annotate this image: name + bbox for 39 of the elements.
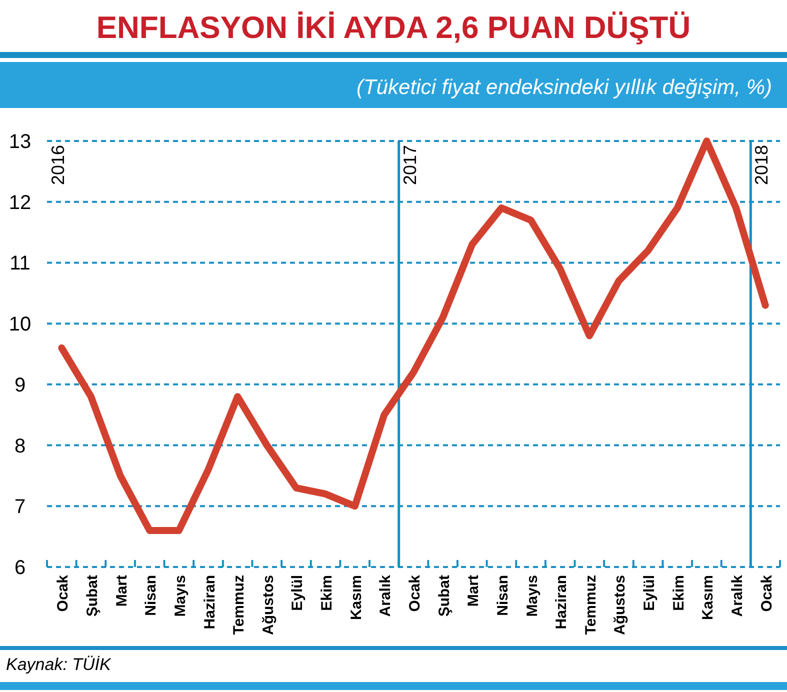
text: Kaynak: TÜİK	[6, 655, 112, 674]
x-tick-label: Temmuz	[230, 575, 248, 635]
x-tick-label: Şubat	[84, 575, 101, 617]
annotation: 2018	[752, 145, 772, 186]
x-tick-label: Ağustos	[260, 575, 277, 635]
x-tick-label: Eylül	[289, 575, 306, 611]
y-tick-label: 9	[14, 374, 26, 396]
x-tick-label: Mayıs	[524, 575, 541, 617]
y-tick-label: 13	[8, 131, 32, 153]
x-tick-label: Ocak	[406, 574, 424, 612]
x-tick-label: Eylül	[641, 575, 658, 611]
x-tick-label: Ocak	[758, 574, 776, 612]
x-tick-label: Nisan	[142, 575, 160, 616]
chart-subtitle: (Tüketici fiyat endeksindeki yıllık değişim, %)	[356, 76, 772, 99]
x-tick-label: Mayıs	[172, 575, 189, 617]
annotation: 2016	[48, 145, 68, 186]
x-tick-label: Haziran	[553, 575, 570, 630]
y-tick-label: 7	[14, 496, 26, 518]
x-tick-label: Ağustos	[612, 575, 629, 635]
annotation: 2017	[400, 145, 420, 186]
x-tick-label: Kasım	[700, 575, 717, 620]
y-tick-label: 6	[14, 557, 26, 579]
chart-title: ENFLASYON İKİ AYDA 2,6 PUAN DÜŞTÜ	[96, 10, 691, 45]
x-tick-label: Aralık	[377, 574, 394, 617]
x-tick-label: Nisan	[494, 575, 512, 616]
x-tick-label: Mart	[113, 574, 130, 607]
x-tick-label: Şubat	[436, 575, 453, 617]
x-tick-label: Ekim	[318, 575, 336, 611]
x-tick-label: Mart	[465, 574, 482, 607]
x-tick-label: Kasım	[348, 575, 365, 620]
y-tick-label: 10	[8, 314, 32, 336]
y-tick-label: 8	[14, 435, 26, 458]
x-tick-label: Haziran	[201, 575, 218, 630]
x-tick-label: Ocak	[54, 574, 72, 612]
x-tick-label: Aralık	[729, 574, 746, 617]
y-tick-label: 12	[8, 192, 32, 214]
x-tick-label: Temmuz	[582, 575, 600, 635]
y-tick-label: 11	[10, 252, 30, 275]
x-tick-label: Ekim	[670, 575, 688, 611]
